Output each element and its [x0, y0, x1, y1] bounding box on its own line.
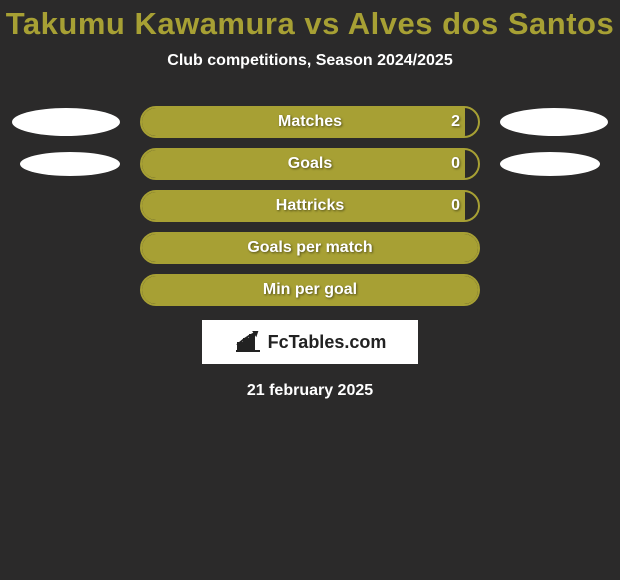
subtitle: Club competitions, Season 2024/2025: [0, 52, 620, 70]
stat-value: 2: [451, 108, 460, 136]
stat-value: 0: [451, 150, 460, 178]
stat-label: Min per goal: [263, 276, 357, 304]
stat-label: Matches: [278, 108, 342, 136]
stat-row: Min per goal: [0, 274, 620, 306]
stat-row: Hattricks 0: [0, 190, 620, 222]
stat-bar: Goals per match: [140, 232, 480, 264]
stat-row: Matches 2: [0, 106, 620, 138]
logo-text: FcTables.com: [268, 332, 387, 353]
left-oval: [12, 108, 120, 136]
right-oval: [500, 152, 600, 176]
chart-icon: [234, 331, 262, 353]
logo-box: FcTables.com: [202, 320, 418, 364]
stat-label: Goals per match: [247, 234, 372, 262]
stat-label: Hattricks: [276, 192, 344, 220]
stat-row: Goals 0: [0, 148, 620, 180]
footer-date: 21 february 2025: [0, 382, 620, 400]
left-oval: [20, 152, 120, 176]
right-oval: [500, 108, 608, 136]
stat-bar: Hattricks 0: [140, 190, 480, 222]
page-title: Takumu Kawamura vs Alves dos Santos: [0, 0, 620, 42]
stat-bar: Goals 0: [140, 148, 480, 180]
stat-value: 0: [451, 192, 460, 220]
stat-row: Goals per match: [0, 232, 620, 264]
stats-area: Matches 2 Goals 0 Hattricks 0 Goals per match M…: [0, 106, 620, 306]
stat-bar: Min per goal: [140, 274, 480, 306]
stat-bar: Matches 2: [140, 106, 480, 138]
stat-label: Goals: [288, 150, 332, 178]
